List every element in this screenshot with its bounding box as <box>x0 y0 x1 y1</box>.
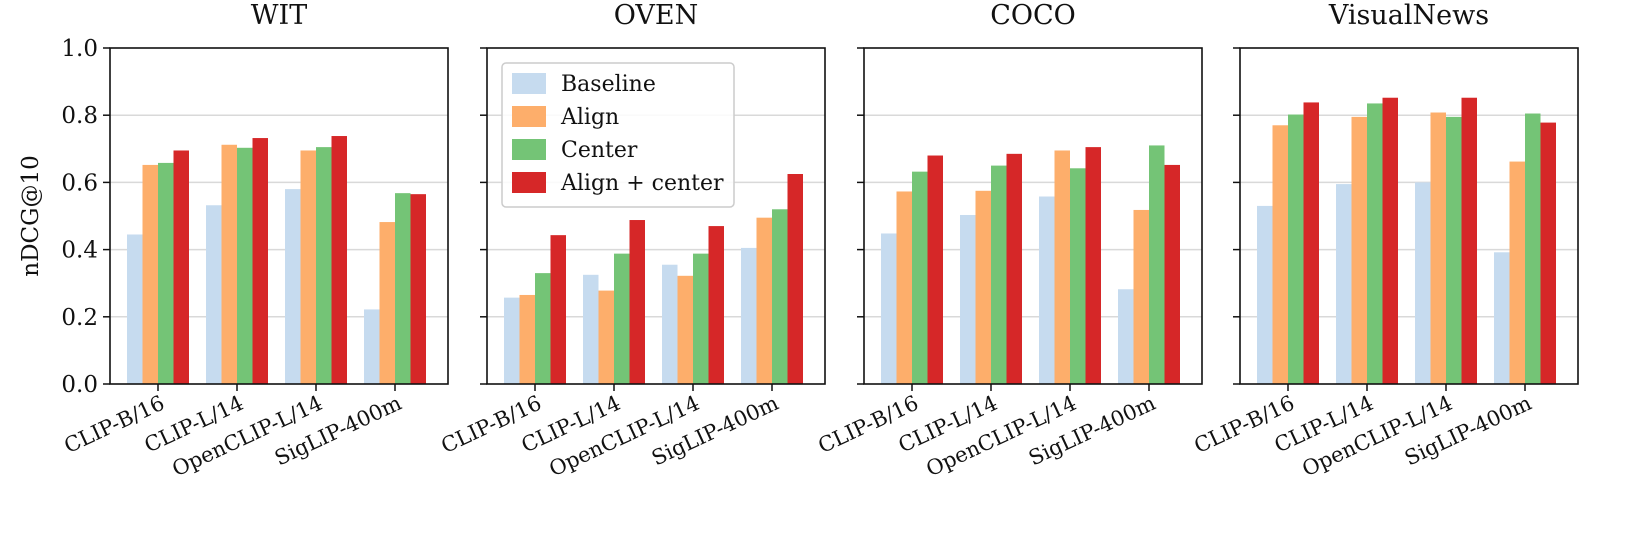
y-tick-label: 0.2 <box>61 305 98 331</box>
bar-baseline-clip-l-14 <box>960 214 976 384</box>
bar-baseline-openclip-l-14 <box>1039 196 1055 384</box>
bar-align-siglip-400m <box>379 222 395 384</box>
y-tick-label: 0.4 <box>61 238 98 264</box>
bar-align-center-openclip-l-14 <box>1461 97 1477 384</box>
bar-baseline-clip-l-14 <box>1336 184 1352 384</box>
bar-baseline-siglip-400m <box>1494 252 1510 384</box>
bar-align-siglip-400m <box>756 217 772 384</box>
bar-align-openclip-l-14 <box>1054 150 1070 384</box>
panel-title: VisualNews <box>1328 0 1489 31</box>
bar-align-clip-l-14 <box>975 190 991 384</box>
bar-align-center-siglip-400m <box>1540 122 1556 384</box>
bar-center-openclip-l-14 <box>693 253 709 384</box>
panel-frame <box>1239 47 1579 385</box>
bar-center-clip-l-14 <box>614 253 630 384</box>
panel-frame <box>486 47 826 385</box>
legend-box <box>501 62 735 208</box>
bar-align-center-openclip-l-14 <box>331 136 347 384</box>
bar-center-openclip-l-14 <box>1070 168 1086 384</box>
bar-align-center-siglip-400m <box>1164 164 1180 384</box>
y-tick-label: 0.6 <box>61 170 98 196</box>
bar-center-clip-b-16 <box>1288 114 1304 384</box>
bar-center-siglip-400m <box>772 209 788 384</box>
legend-swatch <box>512 73 546 94</box>
panel-title: WIT <box>251 0 307 31</box>
bar-baseline-openclip-l-14 <box>662 264 678 384</box>
y-tick-label: 0.0 <box>61 372 98 398</box>
bar-center-clip-l-14 <box>1367 103 1383 384</box>
bar-align-siglip-400m <box>1133 209 1149 384</box>
bar-baseline-siglip-400m <box>364 309 380 384</box>
legend-label: Align <box>560 105 619 130</box>
bar-baseline-siglip-400m <box>1118 289 1134 384</box>
bar-align-openclip-l-14 <box>300 150 316 384</box>
bar-align-siglip-400m <box>1509 161 1525 384</box>
bar-align-center-clip-b-16 <box>550 235 566 384</box>
legend-label: Baseline <box>561 72 656 97</box>
bar-center-siglip-400m <box>395 193 411 384</box>
y-axis-label: nDCG@10 <box>18 155 44 277</box>
bar-align-center-clip-l-14 <box>1006 153 1022 384</box>
bar-baseline-clip-l-14 <box>583 274 599 384</box>
bar-baseline-openclip-l-14 <box>285 189 301 384</box>
y-tick-label: 1.0 <box>61 36 98 62</box>
bar-align-center-clip-b-16 <box>173 150 189 384</box>
panel-title: COCO <box>990 0 1076 31</box>
bar-baseline-clip-l-14 <box>206 205 222 384</box>
bar-align-openclip-l-14 <box>1430 112 1446 385</box>
bar-align-center-siglip-400m <box>410 194 426 384</box>
bar-align-center-clip-b-16 <box>1303 102 1319 384</box>
panel-frame <box>863 47 1203 385</box>
bar-align-center-clip-b-16 <box>927 155 943 384</box>
legend-label: Align + center <box>560 171 724 196</box>
panel-visualnews: CLIP-B/16CLIP-L/14OpenCLIP-L/14SigLIP-40… <box>1190 0 1579 481</box>
bar-align-clip-l-14 <box>221 144 237 384</box>
panel-wit: CLIP-B/16CLIP-L/14OpenCLIP-L/14SigLIP-40… <box>60 0 449 481</box>
bar-center-siglip-400m <box>1149 145 1165 384</box>
bar-center-openclip-l-14 <box>1446 116 1462 384</box>
legend-swatch <box>512 106 546 127</box>
bar-center-clip-l-14 <box>991 165 1007 384</box>
bar-align-clip-b-16 <box>896 191 912 384</box>
bar-align-clip-b-16 <box>1272 125 1288 384</box>
bar-center-clip-b-16 <box>158 162 174 384</box>
panel-coco: CLIP-B/16CLIP-L/14OpenCLIP-L/14SigLIP-40… <box>814 0 1203 481</box>
bar-center-clip-b-16 <box>535 273 551 384</box>
bar-align-center-openclip-l-14 <box>708 226 724 384</box>
bar-align-clip-l-14 <box>598 290 614 384</box>
bar-baseline-clip-b-16 <box>127 234 143 384</box>
y-tick-label: 0.8 <box>61 103 98 129</box>
bar-align-openclip-l-14 <box>677 275 693 384</box>
bar-align-clip-b-16 <box>142 164 158 384</box>
bar-baseline-clip-b-16 <box>881 233 897 384</box>
legend-swatch <box>512 172 546 193</box>
bar-center-siglip-400m <box>1525 113 1541 385</box>
legend: Baseline Align Center Align + center <box>501 62 735 208</box>
panel-title: OVEN <box>614 0 699 31</box>
bar-align-center-clip-l-14 <box>1382 97 1398 384</box>
bar-align-clip-b-16 <box>519 294 535 384</box>
bar-baseline-siglip-400m <box>741 247 757 384</box>
bar-align-center-siglip-400m <box>787 174 803 384</box>
bar-baseline-clip-b-16 <box>504 297 520 384</box>
bar-align-center-clip-l-14 <box>629 220 645 384</box>
bar-center-openclip-l-14 <box>316 147 332 384</box>
panel-frame <box>109 47 449 385</box>
legend-label: Center <box>561 138 638 163</box>
bar-center-clip-b-16 <box>912 171 928 384</box>
bar-align-clip-l-14 <box>1351 116 1367 384</box>
bar-baseline-clip-b-16 <box>1257 205 1273 384</box>
legend-swatch <box>512 139 546 160</box>
bar-center-clip-l-14 <box>237 147 253 384</box>
bar-baseline-openclip-l-14 <box>1415 182 1431 384</box>
bar-align-center-clip-l-14 <box>252 138 268 384</box>
bar-align-center-openclip-l-14 <box>1085 147 1101 384</box>
